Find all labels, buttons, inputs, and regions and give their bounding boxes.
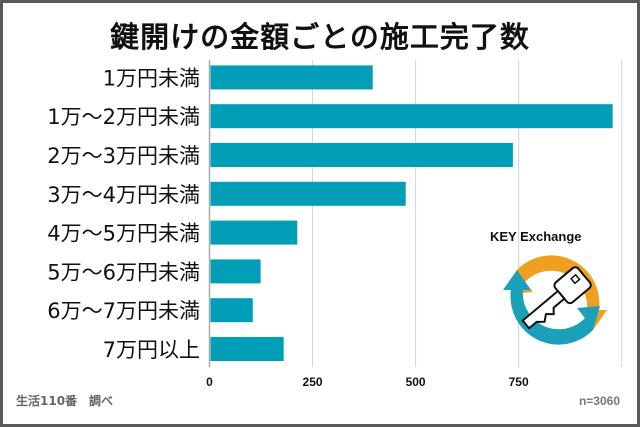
category-label: 7万円以上 <box>103 338 200 362</box>
bar <box>210 220 298 245</box>
bar <box>210 143 513 167</box>
chart-title: 鍵開けの金額ごとの施工完了数 <box>110 20 530 54</box>
category-label: 6万～7万円未満 <box>47 299 200 323</box>
source-note: 生活110番 調べ <box>16 394 114 408</box>
category-label: 2万～3万円未満 <box>47 144 200 168</box>
bar <box>210 259 261 284</box>
key-exchange-logo <box>503 255 607 345</box>
category-label: 1万～2万円未満 <box>47 105 200 129</box>
bar <box>210 298 253 323</box>
bar <box>210 181 406 206</box>
logo-text: KEY Exchange <box>490 229 582 244</box>
key-icon <box>521 266 592 330</box>
bar <box>210 65 373 90</box>
x-tick-label: 500 <box>406 375 426 389</box>
x-tick-label: 0 <box>206 375 213 389</box>
x-tick-label: 750 <box>509 375 529 389</box>
category-label: 1万円未満 <box>103 66 200 90</box>
bar <box>210 337 284 361</box>
bar <box>210 104 613 129</box>
category-label: 5万～6万円未満 <box>47 260 200 284</box>
sample-size: n=3060 <box>578 394 620 408</box>
category-label: 4万～5万円未満 <box>47 222 200 246</box>
category-label: 3万～4万円未満 <box>47 183 200 207</box>
x-tick-label: 250 <box>303 375 323 389</box>
